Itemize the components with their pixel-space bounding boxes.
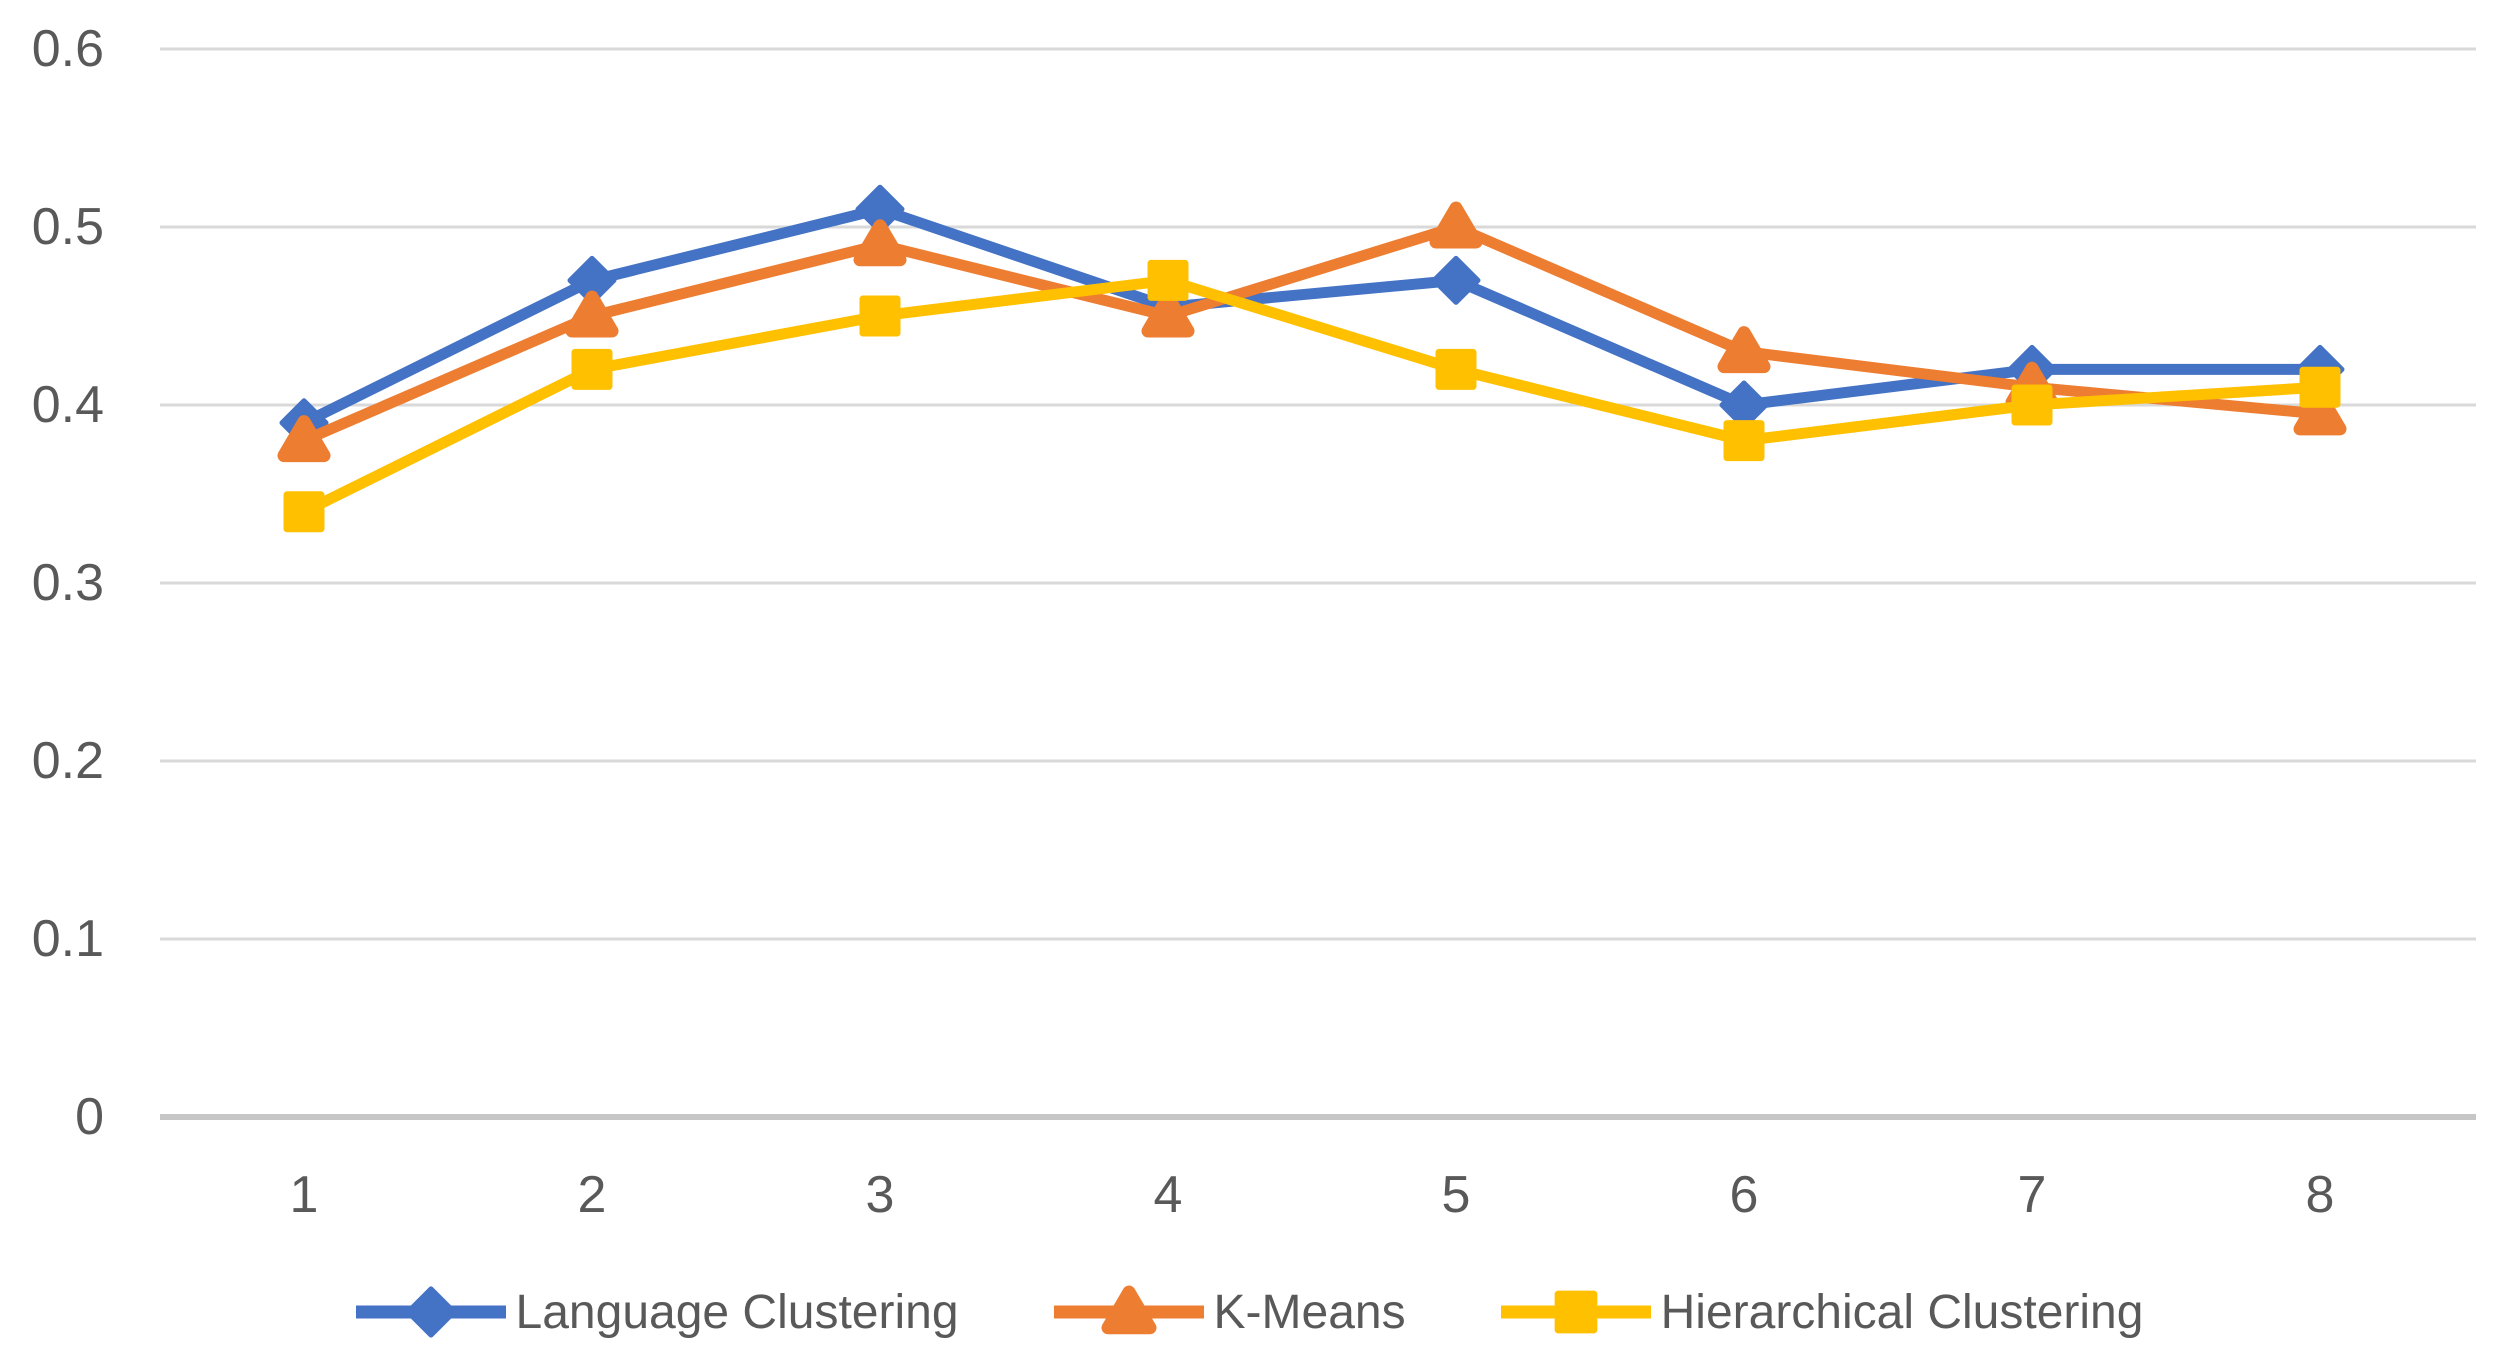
legend-label: Language Clustering (515, 1285, 959, 1339)
legend-marker-diamond-icon (355, 1286, 506, 1338)
chart-legend: Language Clustering K-Means Hierarchical C… (0, 1272, 2499, 1352)
marker-triangle-icon (1717, 326, 1771, 374)
marker-square-icon (1147, 259, 1189, 301)
legend-marker-triangle-icon (1053, 1285, 1204, 1335)
marker-square-icon (859, 295, 901, 337)
legend-marker-square-icon (1500, 1290, 1651, 1334)
y-tick-label: 0.3 (32, 554, 104, 612)
marker-triangle-icon (1429, 201, 1483, 249)
legend-item-language-clustering: Language Clustering (355, 1282, 959, 1342)
marker-triangle-icon (277, 415, 331, 463)
y-tick-label: 0.6 (32, 20, 104, 78)
marker-triangle-icon (2293, 388, 2347, 436)
x-tick-label: 6 (1730, 1166, 1759, 1224)
marker-square-icon (571, 348, 613, 390)
y-tick-label: 0.1 (32, 910, 104, 968)
marker-diamond-icon (1431, 255, 1481, 305)
marker-square-icon (2011, 384, 2053, 426)
legend-item-k-means: K-Means (1053, 1282, 1406, 1342)
x-tick-label: 3 (866, 1166, 895, 1224)
marker-triangle-icon (565, 290, 619, 338)
marker-square-icon (2299, 366, 2341, 408)
x-tick-label: 7 (2018, 1166, 2047, 1224)
series-line-language-clustering (298, 203, 2326, 429)
marker-triangle-icon (1141, 290, 1195, 338)
x-tick-label: 2 (578, 1166, 607, 1224)
x-tick-label: 5 (1442, 1166, 1471, 1224)
marker-square-icon (283, 491, 325, 533)
y-tick-label: 0.2 (32, 732, 104, 790)
x-tick-label: 4 (1154, 1166, 1183, 1224)
y-tick-label: 0.4 (32, 376, 104, 434)
marker-square-icon (1435, 348, 1477, 390)
marker-square-icon (1723, 420, 1765, 462)
y-tick-label: 0.5 (32, 198, 104, 256)
legend-item-hierarchical-clustering: Hierarchical Clustering (1500, 1282, 2144, 1342)
series-line-hierarchical-clustering (298, 274, 2326, 518)
legend-label: Hierarchical Clustering (1660, 1285, 2144, 1339)
x-tick-label: 1 (290, 1166, 319, 1224)
y-tick-label: 0 (75, 1088, 104, 1146)
marker-triangle-icon (853, 219, 907, 267)
series-line-k-means (298, 221, 2326, 447)
legend-label: K-Means (1213, 1285, 1406, 1339)
x-tick-label: 8 (2306, 1166, 2335, 1224)
